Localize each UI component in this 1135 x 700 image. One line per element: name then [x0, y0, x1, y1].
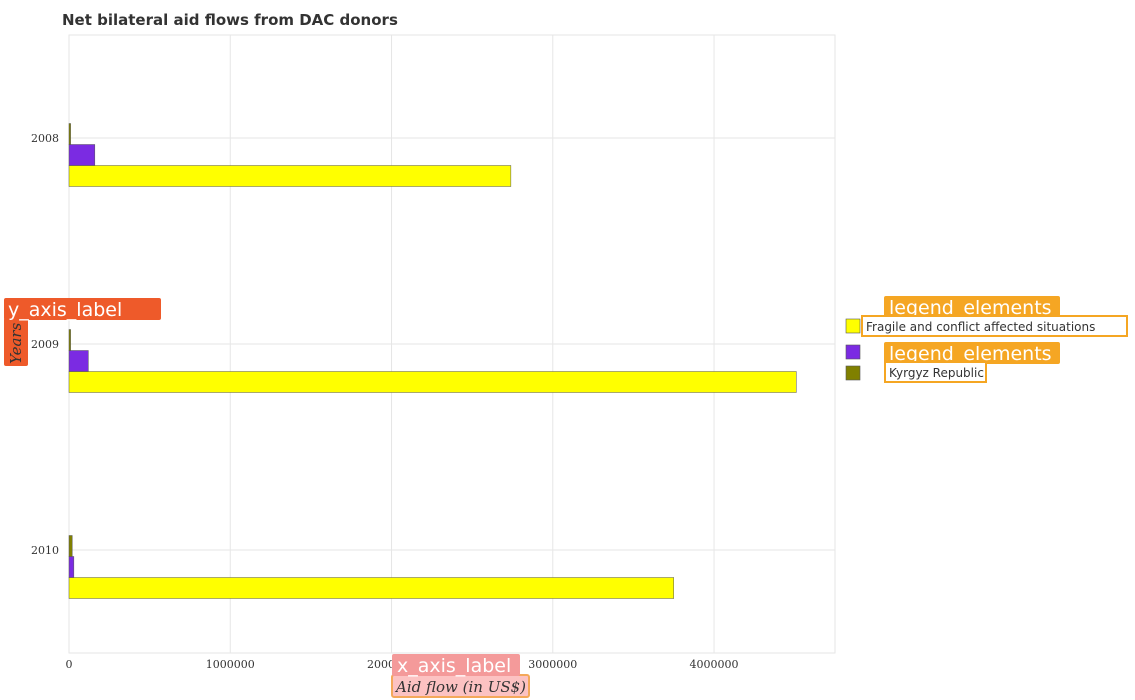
- y-axis-title-box: [4, 318, 28, 366]
- y-axis-tag: y_axis_label: [8, 299, 122, 321]
- y-axis-title: Years: [7, 322, 25, 364]
- legend-tag-1: legend_elements: [889, 297, 1052, 319]
- y-axis-tag-box: [4, 298, 161, 320]
- bar-2010-series-0: [68, 577, 674, 599]
- legend: legend_elements Fragile and conflict aff…: [845, 296, 1128, 383]
- bar-2008-series-2: [68, 123, 71, 145]
- legend-label-kyrgyz: Kyrgyz Republic: [889, 366, 984, 380]
- legend-tag-2: legend_elements: [889, 343, 1052, 365]
- x-axis-title: Aid flow (in US$): [394, 678, 526, 696]
- bar-2008-series-1: [68, 144, 96, 166]
- bar-2010-series-2: [68, 535, 73, 557]
- y-tick-label: 2008: [31, 132, 59, 145]
- bar-2009-series-1: [68, 350, 89, 372]
- bar-2010-series-1: [68, 556, 75, 578]
- legend-swatch-kyrgyz: [845, 365, 861, 381]
- x-axis-tag-box: [392, 654, 520, 676]
- bar-2008-series-0: [68, 165, 512, 187]
- legend-tag-box-2: [884, 342, 1060, 364]
- y-tick-label: 2010: [31, 544, 59, 557]
- chart-title: Net bilateral aid flows from DAC donors: [62, 11, 398, 29]
- x-tick-label: 1000000: [206, 658, 255, 671]
- bar-2009-series-2: [68, 329, 71, 351]
- legend-swatch-series-2: [845, 344, 861, 360]
- legend-entry-box-1: [861, 315, 1128, 337]
- x-axis-tag: x_axis_label: [397, 655, 511, 677]
- legend-entry-box-3: [884, 361, 987, 383]
- bars-layer: [68, 123, 797, 599]
- legend-swatch-fragile: [845, 318, 861, 334]
- x-axis-title-group: Aid flow (in US$) x_axis_label: [391, 654, 530, 698]
- legend-label-fragile: Fragile and conflict affected situations: [866, 320, 1095, 334]
- y-tick-labels: 2008 2009 2010: [31, 132, 59, 557]
- grid-lines: [68, 34, 836, 654]
- x-tick-label: 4000000: [690, 658, 739, 671]
- x-tick-label: 0: [66, 658, 73, 671]
- y-tick-label: 2009: [31, 338, 59, 351]
- y-axis-title-group: Years y_axis_label: [4, 298, 161, 366]
- bar-2009-series-0: [68, 371, 797, 393]
- legend-tag-box-1: [884, 296, 1060, 318]
- x-tick-label: 3000000: [528, 658, 577, 671]
